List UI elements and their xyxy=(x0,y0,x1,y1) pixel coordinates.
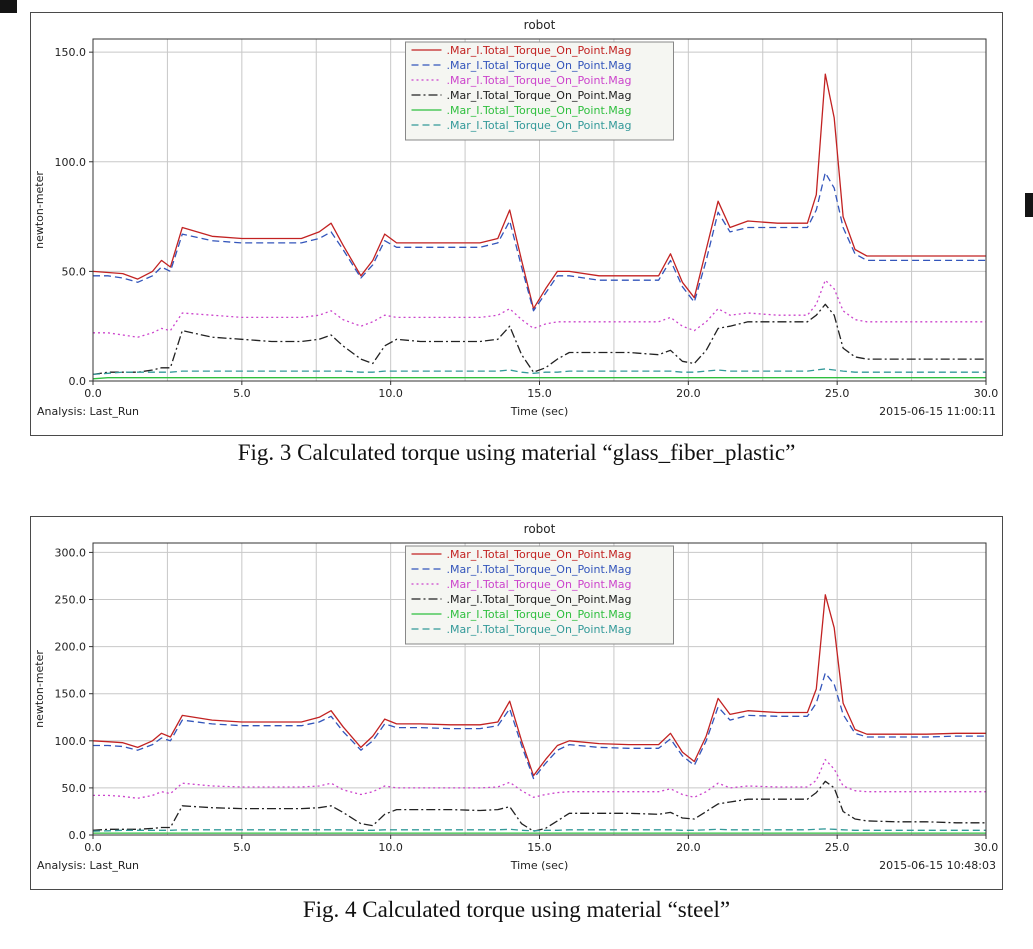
svg-text:100.0: 100.0 xyxy=(55,735,87,748)
torque-chart-steel: 0.0 5.0 10.0 15.0 20.0 25.0 30.0 0.0 50.0 100.0 15… xyxy=(31,517,1002,889)
torque-chart-glass-fiber-plastic: 0.0 5.0 10.0 15.0 20.0 25.0 30.0 0.0 50.0 100.0 15… xyxy=(31,13,1002,435)
svg-text:newton-meter: newton-meter xyxy=(33,171,46,249)
svg-text:5.0: 5.0 xyxy=(233,387,251,400)
svg-text:robot: robot xyxy=(524,522,556,536)
svg-text:15.0: 15.0 xyxy=(527,387,552,400)
svg-text:50.0: 50.0 xyxy=(62,265,87,278)
svg-text:.Mar_I.Total_Torque_On_Point.M: .Mar_I.Total_Torque_On_Point.Mag xyxy=(447,74,632,87)
svg-text:25.0: 25.0 xyxy=(825,387,850,400)
svg-text:.Mar_I.Total_Torque_On_Point.M: .Mar_I.Total_Torque_On_Point.Mag xyxy=(447,593,632,606)
svg-text:.Mar_I.Total_Torque_On_Point.M: .Mar_I.Total_Torque_On_Point.Mag xyxy=(447,623,632,636)
svg-text:25.0: 25.0 xyxy=(825,841,850,854)
svg-text:newton-meter: newton-meter xyxy=(33,650,46,728)
svg-text:Analysis: Last_Run: Analysis: Last_Run xyxy=(37,859,139,872)
svg-text:.Mar_I.Total_Torque_On_Point.M: .Mar_I.Total_Torque_On_Point.Mag xyxy=(447,89,632,102)
scan-artifact xyxy=(1025,193,1033,217)
svg-text:.Mar_I.Total_Torque_On_Point.M: .Mar_I.Total_Torque_On_Point.Mag xyxy=(447,578,632,591)
svg-text:robot: robot xyxy=(524,18,556,32)
svg-text:2015-06-15 11:00:11: 2015-06-15 11:00:11 xyxy=(879,405,996,418)
svg-text:2015-06-15 10:48:03: 2015-06-15 10:48:03 xyxy=(879,859,996,872)
figure-3-caption: Fig. 3 Calculated torque using material … xyxy=(237,440,796,465)
svg-text:15.0: 15.0 xyxy=(527,841,552,854)
svg-text:50.0: 50.0 xyxy=(62,782,87,795)
svg-text:150.0: 150.0 xyxy=(55,688,87,701)
svg-text:0.0: 0.0 xyxy=(69,375,87,388)
figure-3-frame: 0.0 5.0 10.0 15.0 20.0 25.0 30.0 0.0 50.0 100.0 15… xyxy=(30,12,1003,436)
svg-text:20.0: 20.0 xyxy=(676,841,701,854)
svg-text:.Mar_I.Total_Torque_On_Point.M: .Mar_I.Total_Torque_On_Point.Mag xyxy=(447,59,632,72)
svg-text:20.0: 20.0 xyxy=(676,387,701,400)
svg-text:Time (sec): Time (sec) xyxy=(510,859,569,872)
svg-text:.Mar_I.Total_Torque_On_Point.M: .Mar_I.Total_Torque_On_Point.Mag xyxy=(447,119,632,132)
svg-text:.Mar_I.Total_Torque_On_Point.M: .Mar_I.Total_Torque_On_Point.Mag xyxy=(447,563,632,576)
svg-text:300.0: 300.0 xyxy=(55,546,87,559)
svg-text:Analysis: Last_Run: Analysis: Last_Run xyxy=(37,405,139,418)
svg-text:Time (sec): Time (sec) xyxy=(510,405,569,418)
svg-text:.Mar_I.Total_Torque_On_Point.M: .Mar_I.Total_Torque_On_Point.Mag xyxy=(447,104,632,117)
scan-artifact xyxy=(0,0,17,13)
svg-text:10.0: 10.0 xyxy=(378,387,403,400)
svg-text:250.0: 250.0 xyxy=(55,594,87,607)
figure-4-frame: 0.0 5.0 10.0 15.0 20.0 25.0 30.0 0.0 50.0 100.0 15… xyxy=(30,516,1003,890)
svg-text:0.0: 0.0 xyxy=(69,829,87,842)
svg-text:0.0: 0.0 xyxy=(84,387,102,400)
svg-text:.Mar_I.Total_Torque_On_Point.M: .Mar_I.Total_Torque_On_Point.Mag xyxy=(447,608,632,621)
svg-text:200.0: 200.0 xyxy=(55,641,87,654)
svg-text:30.0: 30.0 xyxy=(974,387,999,400)
svg-text:.Mar_I.Total_Torque_On_Point.M: .Mar_I.Total_Torque_On_Point.Mag xyxy=(447,44,632,57)
svg-text:100.0: 100.0 xyxy=(55,156,87,169)
svg-text:0.0: 0.0 xyxy=(84,841,102,854)
svg-text:5.0: 5.0 xyxy=(233,841,251,854)
figure-4-caption: Fig. 4 Calculated torque using material … xyxy=(302,897,731,922)
svg-text:10.0: 10.0 xyxy=(378,841,403,854)
svg-text:30.0: 30.0 xyxy=(974,841,999,854)
svg-text:150.0: 150.0 xyxy=(55,46,87,59)
svg-text:.Mar_I.Total_Torque_On_Point.M: .Mar_I.Total_Torque_On_Point.Mag xyxy=(447,548,632,561)
